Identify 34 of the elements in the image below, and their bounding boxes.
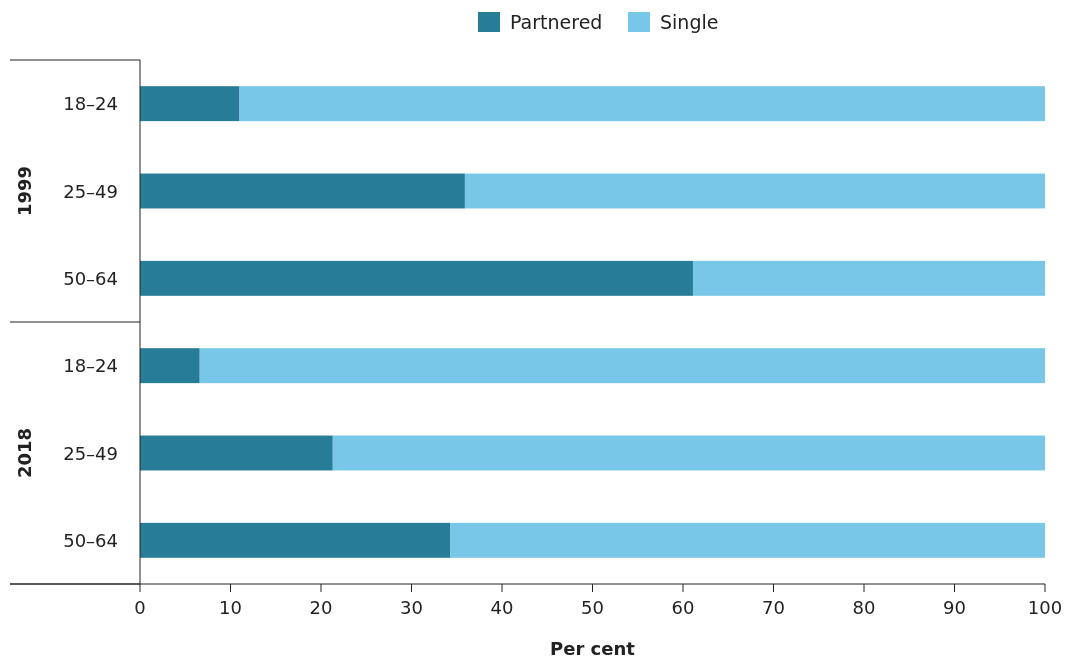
x-tick-label: 50 (581, 597, 604, 618)
bar (140, 173, 465, 209)
x-tick-label: 70 (762, 597, 785, 618)
x-tick-label: 10 (219, 597, 242, 618)
x-axis-title: Per cent (550, 638, 636, 659)
x-tick-label: 100 (1027, 597, 1063, 618)
y-tick-label: 18–24 (63, 93, 118, 115)
bar (140, 260, 693, 296)
bar (140, 348, 200, 384)
y-tick-label: 50–64 (63, 267, 118, 289)
x-tick-label: 20 (309, 597, 333, 618)
bar (239, 86, 1045, 122)
y-tick-label: 25–49 (63, 442, 118, 464)
bar (692, 260, 1045, 296)
x-tick-label: 40 (490, 597, 514, 618)
bar (450, 522, 1045, 558)
bar (464, 173, 1045, 209)
bar (140, 435, 333, 471)
bar (199, 348, 1045, 384)
x-tick-label: 0 (134, 597, 146, 618)
y-tick-label: 50–64 (63, 529, 118, 551)
bar (140, 86, 240, 122)
text: 2018 (13, 427, 35, 479)
x-tick-label: 90 (943, 597, 966, 618)
legend-label: Single (660, 11, 719, 33)
legend-label: Partnered (510, 11, 603, 33)
y-tick-label: 18–24 (63, 355, 118, 377)
text: 1999 (13, 165, 35, 217)
y-tick-label: 25–49 (63, 180, 118, 202)
x-tick-label: 60 (671, 597, 695, 618)
bar (140, 522, 451, 558)
x-tick-label: 80 (852, 597, 876, 618)
x-tick-label: 30 (400, 597, 423, 618)
bar (332, 435, 1045, 471)
